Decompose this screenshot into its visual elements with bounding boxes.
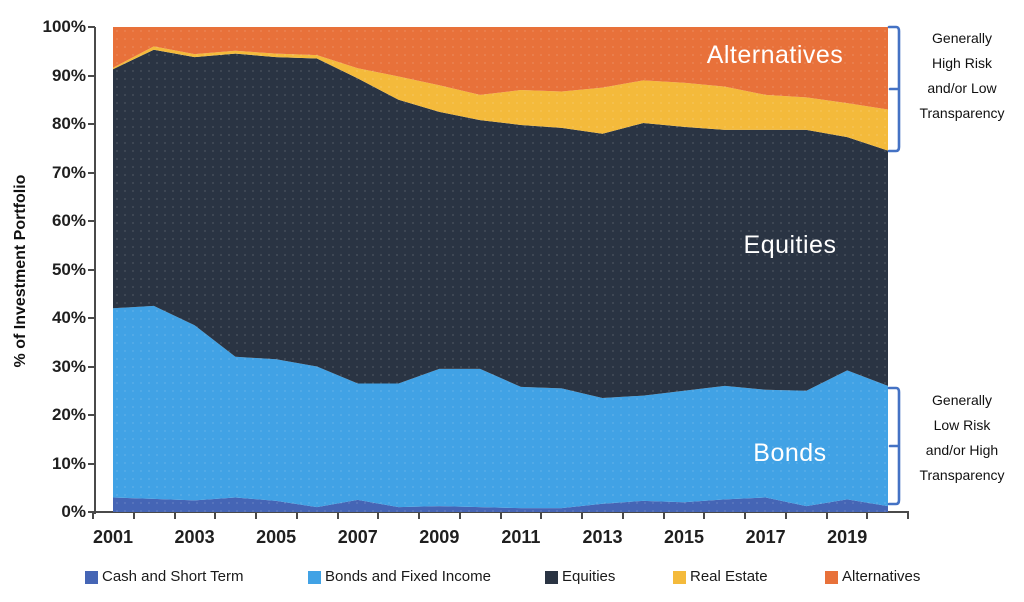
x-tick-label: 2001 — [92, 527, 134, 547]
alternatives-swatch-icon — [825, 570, 838, 584]
x-tick-label: 2019 — [827, 527, 868, 547]
legend-label: Cash and Short Term — [102, 568, 244, 585]
y-tick-label: 70% — [51, 162, 86, 182]
legend-item-bonds: Bonds and Fixed Income — [308, 568, 491, 586]
x-tick-label: 2011 — [501, 527, 541, 547]
legend-item-equities: Equities — [545, 568, 615, 586]
y-tick-mark — [88, 414, 95, 416]
y-tick-label: 0% — [61, 502, 86, 521]
x-tick-mark — [540, 513, 543, 519]
low-risk-note: Generally Low Risk and/or High Transpare… — [919, 392, 1005, 483]
x-tick-label: 2009 — [419, 527, 460, 547]
area-equities — [113, 49, 888, 399]
x-tick-mark — [214, 513, 217, 519]
legend-item-cash: Cash and Short Term — [85, 568, 243, 586]
y-tick-label: 60% — [51, 211, 86, 230]
x-tick-mark — [784, 513, 787, 519]
legend-label: Bonds and Fixed Income — [325, 568, 491, 585]
y-tick-mark — [88, 171, 95, 174]
y-tick-label: 10% — [51, 453, 86, 473]
x-tick-mark — [825, 513, 828, 519]
legend-label: Equities — [562, 568, 616, 585]
x-tick-label: 2003 — [174, 527, 215, 547]
area-bonds-and-fixed-income — [113, 305, 888, 509]
x-tick-mark — [458, 513, 461, 519]
region-label-bonds: Bonds — [753, 439, 827, 467]
high-risk-note: Generally High Risk and/or Low Transpare… — [919, 30, 1005, 121]
region-label-alternatives: Alternatives — [706, 41, 844, 69]
legend-item-real-estate: Real Estate — [673, 568, 768, 586]
x-axis-line — [93, 511, 909, 513]
x-tick-mark — [866, 513, 869, 519]
region-label-equities: Equities — [743, 231, 837, 259]
x-tick-mark — [336, 513, 339, 519]
cash-swatch-icon — [85, 570, 98, 584]
x-tick-mark — [418, 513, 420, 519]
x-tick-mark — [703, 513, 706, 519]
x-tick-mark — [499, 513, 502, 519]
x-tick-mark — [621, 513, 624, 519]
legend-label: Real Estate — [690, 568, 768, 585]
legend-label: Alternatives — [842, 568, 921, 585]
area-cash-and-short-term — [113, 497, 888, 512]
x-tick-mark — [662, 513, 665, 519]
equities-swatch-icon — [545, 570, 558, 584]
x-tick-mark — [132, 513, 135, 519]
x-tick-mark — [173, 513, 176, 519]
x-tick-mark — [255, 513, 257, 519]
y-tick-mark — [88, 317, 95, 319]
y-tick-mark — [88, 123, 95, 125]
y-tick-label: 20% — [51, 405, 86, 424]
y-tick-label: 100% — [42, 17, 86, 36]
stacked-area-svg — [113, 27, 888, 512]
x-tick-mark — [744, 513, 746, 519]
y-tick-label: 40% — [51, 308, 86, 327]
y-tick-mark — [88, 462, 95, 465]
x-tick-label: 2007 — [337, 527, 378, 547]
y-axis-line — [94, 27, 96, 514]
y-tick-mark — [88, 220, 95, 222]
y-tick-label: 80% — [51, 114, 86, 133]
y-tick-label: 50% — [51, 259, 86, 279]
x-tick-label: 2005 — [256, 527, 297, 547]
high-risk-bracket — [886, 25, 902, 153]
x-tick-mark — [295, 513, 298, 519]
y-tick-mark — [88, 74, 95, 77]
real-estate-swatch-icon — [673, 570, 686, 584]
x-tick-label: 2015 — [664, 527, 705, 547]
x-tick-label: 2013 — [582, 527, 623, 547]
plot-area: Alternatives Equities Bonds — [113, 27, 888, 512]
x-tick-mark — [92, 513, 94, 519]
y-tick-mark — [88, 26, 95, 28]
y-tick-mark — [88, 511, 95, 513]
area-real-estate — [113, 46, 888, 151]
legend-item-alternatives: Alternatives — [825, 568, 920, 586]
x-tick-mark — [377, 513, 380, 519]
area-alternatives — [113, 27, 888, 110]
y-tick-mark — [88, 268, 95, 271]
x-tick-mark — [907, 513, 909, 519]
bonds-swatch-icon — [308, 570, 321, 584]
x-tick-label: 2017 — [745, 527, 786, 547]
y-tick-mark — [88, 365, 95, 368]
y-tick-label: 30% — [51, 356, 86, 376]
y-tick-label: 90% — [51, 65, 86, 85]
low-risk-bracket — [886, 386, 902, 506]
x-tick-mark — [581, 513, 583, 519]
